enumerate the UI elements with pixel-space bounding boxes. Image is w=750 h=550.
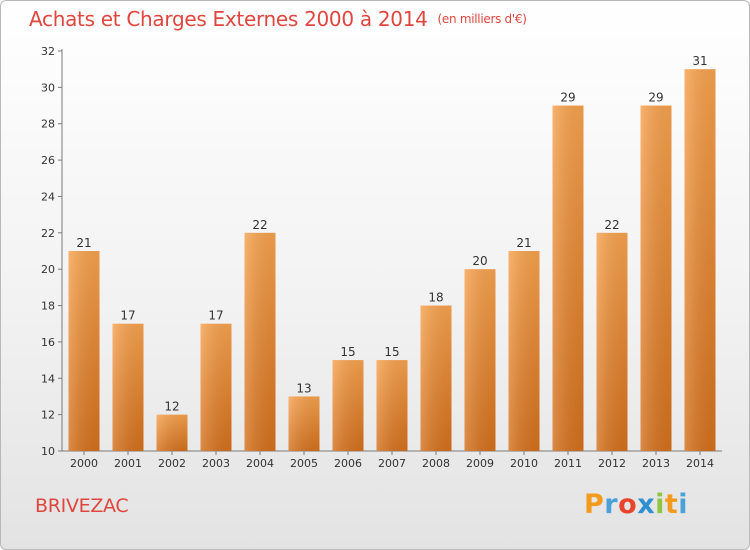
x-tick-label: 2013	[642, 457, 670, 470]
chart-subtitle: (en milliers d'€)	[437, 12, 527, 26]
x-tick-label: 2009	[466, 457, 494, 470]
y-tick-label: 22	[41, 227, 55, 240]
logo-letter: r	[604, 489, 619, 520]
value-label: 21	[516, 236, 531, 250]
bar-shade	[464, 269, 496, 451]
x-tick-label: 2003	[202, 457, 230, 470]
bar-shade	[552, 105, 584, 451]
logo-letter: P	[584, 489, 605, 520]
y-tick-label: 28	[41, 118, 55, 131]
value-label: 20	[472, 254, 487, 268]
y-tick-label: 18	[41, 300, 55, 313]
bar-shade	[684, 69, 716, 451]
value-label: 13	[296, 381, 311, 395]
y-tick-label: 12	[41, 409, 55, 422]
bar-shade	[288, 396, 320, 451]
y-tick-label: 16	[41, 336, 55, 349]
chart-title: Achats et Charges Externes 2000 à 2014 (e…	[29, 7, 527, 31]
x-tick-label: 2002	[158, 457, 186, 470]
bar-shade	[244, 232, 276, 451]
bar-shade	[200, 323, 232, 451]
y-tick-label: 30	[41, 81, 55, 94]
bar-shade	[596, 232, 628, 451]
value-label: 22	[252, 218, 267, 232]
value-label: 17	[208, 309, 223, 323]
logo-letter: i	[655, 489, 665, 520]
logo-letter: x	[637, 489, 656, 520]
logo-letter: t	[664, 489, 679, 520]
bar-shade	[376, 360, 408, 451]
value-label: 29	[560, 91, 575, 105]
y-tick-label: 14	[41, 372, 55, 385]
x-tick-label: 2001	[114, 457, 142, 470]
bar-shade	[68, 251, 100, 451]
bar-shade	[112, 323, 144, 451]
x-tick-label: 2005	[290, 457, 318, 470]
value-label: 29	[648, 91, 663, 105]
value-label: 15	[340, 345, 355, 359]
x-tick-label: 2008	[422, 457, 450, 470]
y-tick-label: 10	[41, 445, 55, 458]
x-tick-label: 2004	[246, 457, 274, 470]
bar-shade	[640, 105, 672, 451]
x-tick-label: 2014	[686, 457, 714, 470]
value-label: 31	[692, 54, 707, 68]
x-tick-label: 2011	[554, 457, 582, 470]
x-tick-label: 2010	[510, 457, 538, 470]
value-label: 15	[384, 345, 399, 359]
bar-shade	[156, 414, 188, 451]
proxiti-logo: Proxiti	[584, 489, 688, 520]
value-label: 17	[120, 309, 135, 323]
logo-letter: i	[678, 489, 689, 520]
x-tick-label: 2000	[70, 457, 98, 470]
logo-letter: o	[618, 489, 638, 520]
value-label: 21	[76, 236, 91, 250]
commune-name: BRIVEZAC	[35, 495, 129, 517]
bar-shade	[332, 360, 364, 451]
value-label: 18	[428, 291, 443, 305]
y-tick-label: 20	[41, 263, 55, 276]
bar-shade	[508, 251, 540, 451]
bar-shade	[420, 305, 452, 451]
x-tick-label: 2012	[598, 457, 626, 470]
value-label: 12	[164, 400, 179, 414]
y-tick-label: 24	[41, 190, 55, 203]
x-tick-label: 2007	[378, 457, 406, 470]
y-tick-label: 32	[41, 45, 55, 58]
value-label: 22	[604, 218, 619, 232]
y-tick-label: 26	[41, 154, 55, 167]
title-text: Achats et Charges Externes 2000 à 2014	[29, 7, 428, 31]
x-tick-label: 2006	[334, 457, 362, 470]
